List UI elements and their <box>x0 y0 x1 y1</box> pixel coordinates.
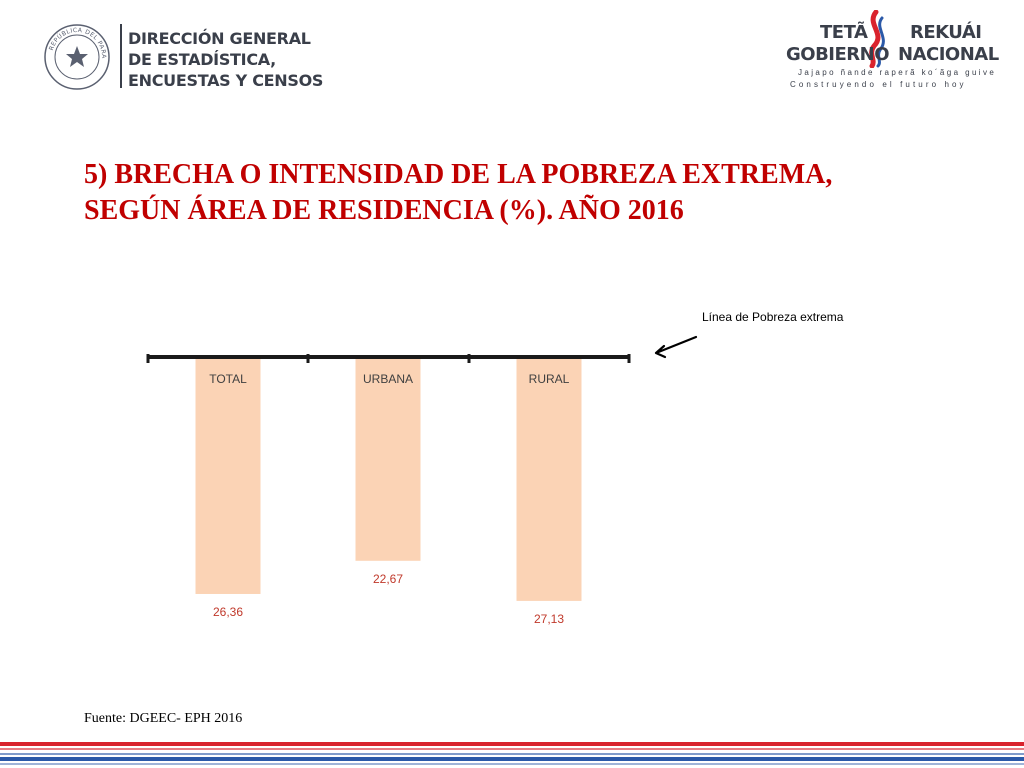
category-label-rural: RURAL <box>529 372 570 386</box>
footer-stripe-blue <box>0 757 1024 761</box>
dgeec-name: DIRECCIÓN GENERAL DE ESTADÍSTICA, ENCUESTA… <box>128 28 323 91</box>
slide-title: 5) BRECHA O INTENSIDAD DE LA POBREZA EXT… <box>84 157 964 229</box>
flag-ribbon-icon <box>869 10 885 68</box>
logo-divider <box>120 24 122 88</box>
footer-stripe-red-thin <box>0 748 1024 750</box>
dgeec-line-1: DIRECCIÓN GENERAL <box>128 29 311 48</box>
annotation-arrow-icon <box>654 335 698 359</box>
gobierno-nacional-logo: TETÃ REKUÁI GOBIERNO NACIONAL Jajapo ñan… <box>782 8 999 92</box>
dgeec-line-2: DE ESTADÍSTICA, <box>128 50 276 69</box>
value-label-total: 26,36 <box>213 605 243 619</box>
logo-word-rekuai: REKUÁI <box>910 22 982 43</box>
dgeec-logo: REPÚBLICA DEL PARAGUAY DIRECCIÓN GENERAL… <box>42 22 323 92</box>
bar-rural <box>516 357 582 601</box>
footer-stripes <box>0 742 1024 768</box>
slide-title-line-2: SEGÚN ÁREA DE RESIDENCIA (%). AÑO 2016 <box>84 195 684 226</box>
value-label-urbana: 22,67 <box>373 572 403 586</box>
source-note: Fuente: DGEEC- EPH 2016 <box>84 711 243 726</box>
paraguay-seal-icon: REPÚBLICA DEL PARAGUAY <box>42 22 110 90</box>
category-label-urbana: URBANA <box>363 372 413 386</box>
logo-word-nacional: NACIONAL <box>898 44 999 65</box>
bar-total <box>195 357 261 594</box>
value-label-rural: 27,13 <box>534 612 564 626</box>
slide-title-line-1: 5) BRECHA O INTENSIDAD DE LA POBREZA EXT… <box>84 159 833 190</box>
extreme-poverty-line-annotation: Línea de Pobreza extrema <box>702 310 844 324</box>
category-label-total: TOTAL <box>209 372 247 386</box>
footer-stripe-blue-faint <box>0 763 1024 765</box>
logo-tagline-spanish: Construyendo el futuro hoy <box>790 80 967 89</box>
bar-urbana <box>355 357 421 561</box>
poverty-gap-bar-chart: TOTAL 26,36 URBANA 22,67 RURAL 27,13 <box>146 335 698 626</box>
dgeec-line-3: ENCUESTAS Y CENSOS <box>128 71 324 90</box>
footer-stripe-red <box>0 742 1024 746</box>
logo-word-teta: TETÃ <box>820 22 868 43</box>
logo-word-gobierno: GOBIERNO <box>786 44 890 65</box>
footer-stripe-blue-thin <box>0 753 1024 755</box>
logo-tagline-guarani: Jajapo ñande raperã ko´ãga guive <box>798 68 997 77</box>
